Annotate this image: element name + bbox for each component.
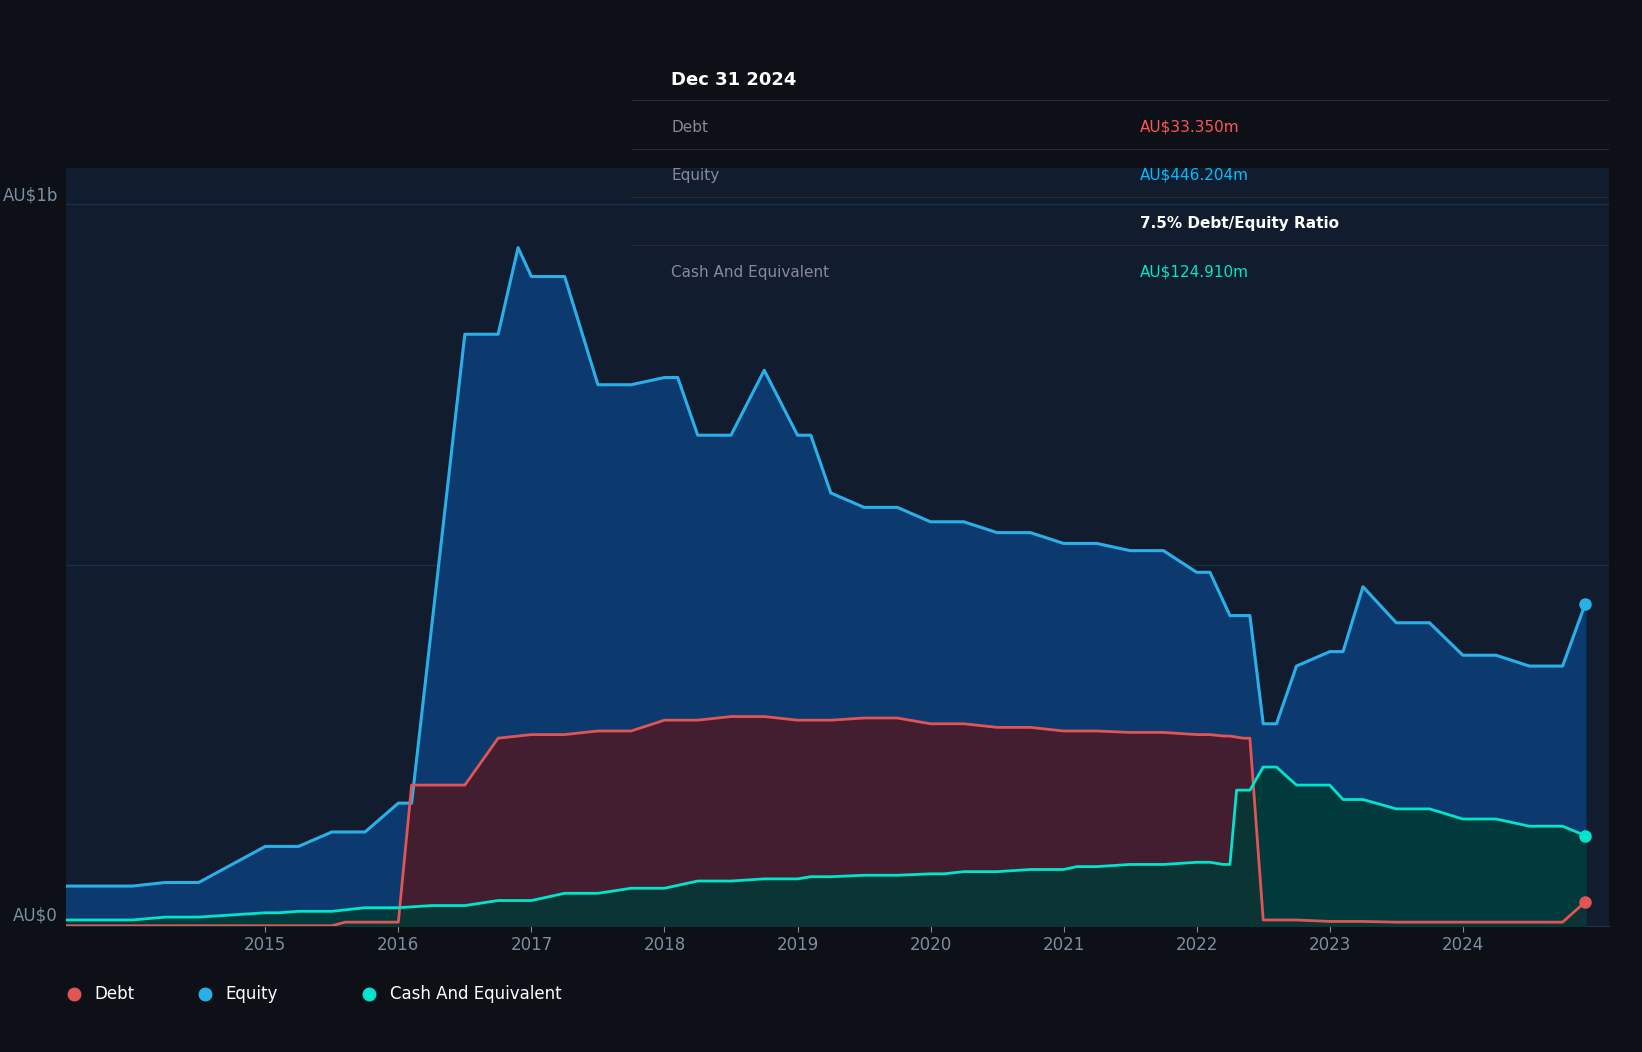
- Text: AU$33.350m: AU$33.350m: [1140, 120, 1240, 135]
- Text: AU$1b: AU$1b: [3, 186, 57, 204]
- Text: Debt: Debt: [95, 985, 135, 1004]
- Text: Cash And Equivalent: Cash And Equivalent: [672, 265, 829, 280]
- Text: 7.5% Debt/Equity Ratio: 7.5% Debt/Equity Ratio: [1140, 217, 1340, 231]
- Text: Cash And Equivalent: Cash And Equivalent: [391, 985, 562, 1004]
- Text: AU$446.204m: AU$446.204m: [1140, 168, 1250, 183]
- Text: Equity: Equity: [225, 985, 277, 1004]
- Text: AU$0: AU$0: [13, 907, 57, 925]
- Text: Debt: Debt: [672, 120, 708, 135]
- Text: Equity: Equity: [672, 168, 719, 183]
- Text: AU$124.910m: AU$124.910m: [1140, 265, 1250, 280]
- Text: Dec 31 2024: Dec 31 2024: [672, 72, 796, 89]
